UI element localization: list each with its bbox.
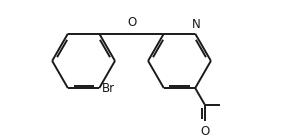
Text: O: O	[200, 125, 209, 138]
Text: O: O	[127, 16, 136, 29]
Text: N: N	[192, 18, 201, 31]
Text: Br: Br	[102, 82, 115, 95]
